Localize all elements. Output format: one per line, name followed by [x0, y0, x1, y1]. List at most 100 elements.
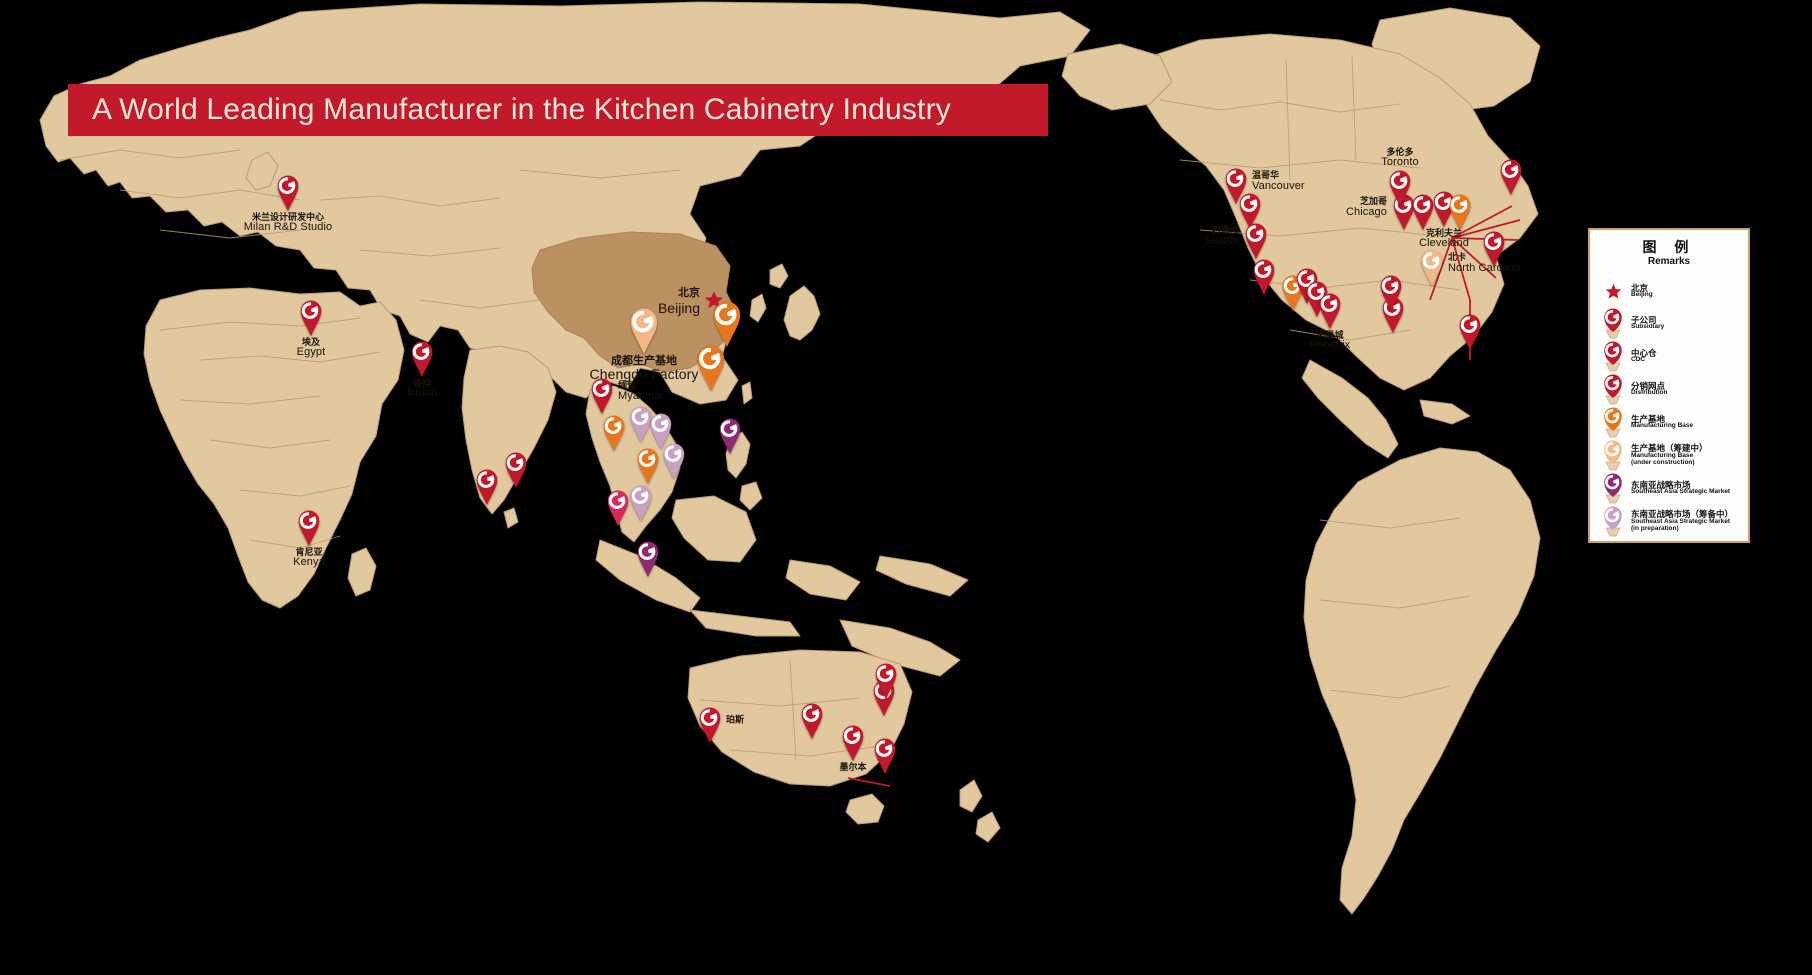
location-pin-icon — [1386, 169, 1414, 207]
map-marker-china-e2[interactable] — [693, 344, 729, 392]
map-marker-toronto[interactable]: 多伦多 Toronto — [1381, 147, 1419, 207]
location-pin-icon — [1456, 313, 1484, 351]
location-pin-icon — [709, 300, 745, 348]
legend-label-en: Distribution — [1631, 389, 1668, 397]
location-pin-icon — [1480, 230, 1508, 268]
location-pin-icon — [1377, 274, 1405, 312]
map-marker-india-s[interactable] — [473, 468, 501, 506]
legend-item-label: 东南亚战略市场 Southeast Asia Strategic Market — [1628, 479, 1730, 497]
map-marker-melbourne[interactable]: 墨尔本 — [839, 724, 867, 772]
map-marker-viet-2[interactable] — [660, 442, 688, 480]
location-pin-icon — [634, 540, 662, 578]
pin-icon — [1598, 340, 1628, 372]
location-pin-icon — [1293, 267, 1321, 305]
map-marker-malay-1[interactable] — [604, 489, 632, 527]
location-pin-icon — [408, 340, 436, 378]
map-marker-viet-1[interactable] — [634, 447, 662, 485]
legend-item-label: 北京 Beijing — [1628, 282, 1653, 300]
location-pin-icon — [660, 442, 688, 480]
map-marker-vancouver2[interactable] — [1236, 192, 1264, 230]
location-pin-icon — [634, 447, 662, 485]
legend-title-cn: 图 例 — [1642, 239, 1696, 255]
map-marker-fl-1[interactable] — [1456, 313, 1484, 351]
map-marker-indonesia[interactable] — [634, 540, 662, 578]
map-marker-thai-3[interactable] — [647, 412, 675, 450]
location-pin-icon — [502, 451, 530, 489]
location-pin-icon — [1418, 249, 1446, 287]
legend-label-en2: (in preparation) — [1631, 524, 1679, 532]
legend-label-cn: 东南亚战略市场 — [1631, 479, 1691, 490]
map-marker-kenya[interactable]: 肯尼亚 Kenya — [293, 509, 325, 568]
legend-label-cn: 中心仓 — [1631, 347, 1657, 358]
legend-item-cdc: 中心仓 CDC — [1598, 340, 1740, 372]
map-marker-brisbane[interactable] — [872, 662, 900, 700]
beijing-label: 北京 Beijing — [658, 284, 700, 316]
map-marker-westcdc[interactable] — [1250, 258, 1278, 296]
map-marker-perth[interactable]: 珀斯 — [696, 706, 744, 744]
beijing-label-en: Beijing — [657, 300, 700, 316]
legend-item-star: 北京 Beijing — [1598, 276, 1740, 306]
legend-title-en: Remarks — [1647, 256, 1691, 268]
legend-label-en2: (under construction) — [1631, 458, 1695, 466]
map-marker-thai-2[interactable] — [627, 405, 655, 443]
map-marker-northcar[interactable]: 北卡 North Carolina — [1418, 249, 1520, 287]
legend-item-label: 生产基地 Manufacturing Base — [1628, 413, 1693, 431]
star-icon — [704, 291, 724, 309]
map-marker-phil[interactable] — [716, 417, 744, 455]
legend-label-cn: 北京 — [1631, 282, 1649, 293]
map-marker-wcdc-3[interactable] — [1303, 280, 1331, 318]
location-pin-icon — [716, 417, 744, 455]
pin-icon — [1598, 406, 1628, 438]
legend-label-cn: 生产基地（筹建中） — [1631, 443, 1708, 454]
map-marker-clev-2[interactable] — [1446, 193, 1474, 231]
map-marker-wcdc-2[interactable] — [1293, 267, 1321, 305]
pin-icon — [1598, 505, 1628, 537]
map-marker-ne-1[interactable] — [1497, 158, 1525, 196]
legend-item-label: 子公司 Subsidiary — [1628, 315, 1665, 332]
location-pin-icon — [871, 737, 899, 775]
location-pin-icon — [627, 405, 655, 443]
legend-item-manufacturing: 生产基地 Manufacturing Base — [1598, 406, 1740, 438]
location-pin-icon — [1222, 167, 1250, 205]
location-pin-icon — [872, 662, 900, 700]
location-pin-icon — [588, 377, 616, 415]
legend-label-en: Subsidiary — [1631, 323, 1665, 331]
legend-rows: 北京 Beijing 子公司 Subsidiary 中心仓 CDC 分销网点 Distr… — [1598, 276, 1740, 537]
legend-item-distribution: 分销网点 Distribution — [1598, 373, 1740, 405]
map-marker-malay-2[interactable] — [627, 484, 655, 522]
map-marker-myanmar[interactable]: 缅甸 Myanmar — [588, 377, 664, 415]
map-marker-thai-1[interactable] — [600, 414, 628, 452]
map-marker-chengdu[interactable]: 成都生产基地 Chengdu Factory — [590, 307, 698, 381]
map-marker-adelaide[interactable] — [798, 702, 826, 740]
legend-label-cn: 分销网点 — [1631, 380, 1666, 391]
map-marker-india-w[interactable] — [502, 451, 530, 489]
map-marker-tasmania[interactable] — [871, 737, 899, 775]
pin-icon — [1598, 472, 1628, 504]
map-marker-dubai[interactable]: 迪拜 Dubai — [407, 340, 437, 399]
pin-icon — [1598, 439, 1628, 471]
location-pin-icon — [626, 307, 662, 355]
location-pin-icon — [647, 412, 675, 450]
title-banner: A World Leading Manufacturer in the Kitc… — [68, 84, 1048, 136]
location-pin-icon — [473, 468, 501, 506]
map-marker-seattle[interactable]: 西雅图 Seattle — [1204, 222, 1270, 260]
legend-item-sea-strategic: 东南亚战略市场 Southeast Asia Strategic Market — [1598, 472, 1740, 504]
map-marker-china-e1[interactable] — [709, 300, 745, 348]
location-pin-icon — [1250, 258, 1278, 296]
map-marker-ne-2[interactable] — [1480, 230, 1508, 268]
map-marker-phoenix[interactable]: 凤凰城 Phoenix — [1310, 292, 1350, 351]
legend-label-en: Beijing — [1631, 291, 1653, 299]
map-marker-chi-2[interactable] — [1409, 193, 1437, 231]
map-marker-se-1[interactable] — [1377, 274, 1405, 312]
beijing-label-cn: 北京 — [678, 287, 700, 299]
map-marker-milan[interactable]: 米兰设计研发中心 Milan R&D Studio — [244, 174, 332, 233]
legend-label-cn: 生产基地 — [1631, 413, 1666, 424]
map-marker-egypt[interactable]: 埃及 Egypt — [297, 299, 325, 358]
location-pin-icon — [696, 706, 724, 744]
location-pin-icon — [798, 702, 826, 740]
legend-label-cn: 东南亚战略市场（筹备中） — [1631, 509, 1734, 520]
legend-label-en: Southeast Asia Strategic Market — [1631, 518, 1731, 526]
legend-item-subsidiary: 子公司 Subsidiary — [1598, 307, 1740, 339]
legend-item-label: 中心仓 CDC — [1628, 347, 1657, 365]
